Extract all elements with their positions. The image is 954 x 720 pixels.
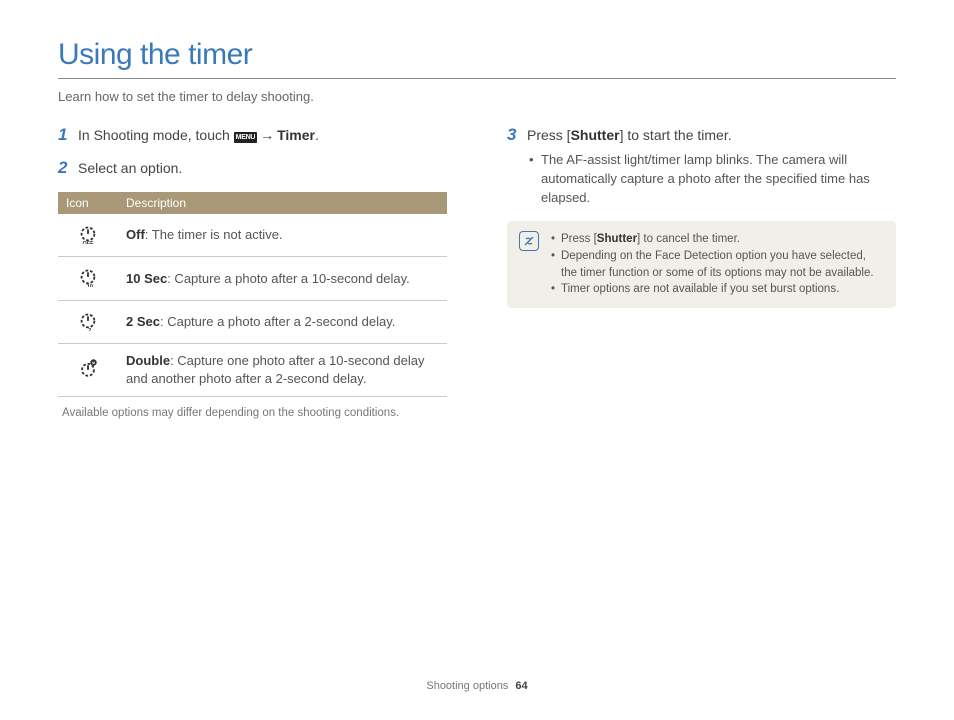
table-row: 10 10 Sec: Capture a photo after a 10-se… [58,257,447,301]
list-item: Timer options are not available if you s… [551,281,884,298]
step-1: 1 In Shooting mode, touch MENU→Timer. [58,126,447,145]
note-box: Press [Shutter] to cancel the timer. Dep… [507,221,896,308]
page-subtitle: Learn how to set the timer to delay shoo… [58,89,896,104]
footer-section: Shooting options [426,680,508,692]
right-column: 3 Press [Shutter] to start the timer. Th… [507,126,896,419]
svg-text:10: 10 [87,284,93,287]
step-3: 3 Press [Shutter] to start the timer. Th… [507,126,896,207]
title-divider [58,78,896,79]
table-header-icon: Icon [58,192,118,214]
table-cell-desc: Off: The timer is not active. [118,214,447,257]
step3-bullets: The AF-assist light/timer lamp blinks. T… [527,151,896,208]
table-footnote: Available options may differ depending o… [58,407,447,419]
step-body: Select an option. [78,159,447,178]
table-cell-desc: Double: Capture one photo after a 10-sec… [118,344,447,396]
timer-10sec-icon: 10 [58,257,118,301]
note-icon-wrap [519,231,539,298]
note-icon [519,231,539,251]
step-number: 1 [58,126,70,143]
step-number: 2 [58,159,70,176]
table-header-desc: Description [118,192,447,214]
page-title: Using the timer [58,38,896,78]
step1-suffix: . [315,127,319,143]
arrow-icon: → [260,126,274,145]
left-column: 1 In Shooting mode, touch MENU→Timer. 2 … [58,126,447,419]
note-list: Press [Shutter] to cancel the timer. Dep… [551,231,884,298]
step-number: 3 [507,126,519,143]
content-columns: 1 In Shooting mode, touch MENU→Timer. 2 … [58,126,896,419]
step-body: In Shooting mode, touch MENU→Timer. [78,126,447,145]
step3-prefix: Press [ [527,127,571,143]
table-cell-desc: 2 Sec: Capture a photo after a 2-second … [118,300,447,344]
timer-double-icon [58,344,118,396]
svg-text:2: 2 [88,328,91,331]
table-cell-desc: 10 Sec: Capture a photo after a 10-secon… [118,257,447,301]
page-footer: Shooting options 64 [0,680,954,692]
list-item: The AF-assist light/timer lamp blinks. T… [529,151,896,208]
step1-target: Timer [277,127,315,143]
footer-page-number: 64 [515,680,527,692]
table-row: 2 2 Sec: Capture a photo after a 2-secon… [58,300,447,344]
step1-prefix: In Shooting mode, touch [78,127,234,143]
step-body: Press [Shutter] to start the timer. The … [527,126,896,207]
list-item: Press [Shutter] to cancel the timer. [551,231,884,248]
timer-2sec-icon: 2 [58,300,118,344]
timer-options-table: Icon Description OFF Off: The timer is n… [58,192,447,397]
table-row: OFF Off: The timer is not active. [58,214,447,257]
svg-text:OFF: OFF [83,241,95,244]
step-2: 2 Select an option. [58,159,447,178]
step3-suffix: ] to start the timer. [620,127,732,143]
timer-off-icon: OFF [58,214,118,257]
list-item: Depending on the Face Detection option y… [551,248,884,281]
step3-button: Shutter [571,127,620,143]
menu-icon: MENU [234,132,257,143]
table-row: Double: Capture one photo after a 10-sec… [58,344,447,396]
